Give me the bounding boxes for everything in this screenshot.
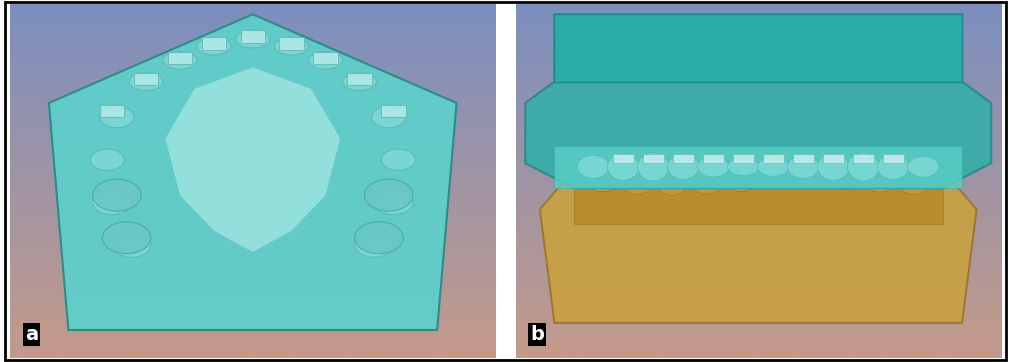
Ellipse shape <box>381 149 416 171</box>
Ellipse shape <box>163 51 197 69</box>
Ellipse shape <box>100 106 133 128</box>
Bar <box>672 154 694 163</box>
Bar <box>852 154 874 163</box>
Ellipse shape <box>690 168 724 194</box>
Ellipse shape <box>655 167 688 195</box>
Ellipse shape <box>757 157 789 176</box>
Ellipse shape <box>621 168 654 194</box>
Bar <box>762 154 784 163</box>
Bar <box>613 154 634 163</box>
Bar <box>381 105 405 117</box>
Ellipse shape <box>374 190 412 215</box>
Text: b: b <box>530 325 544 344</box>
Ellipse shape <box>364 179 412 211</box>
Ellipse shape <box>577 155 609 178</box>
Bar <box>643 154 664 163</box>
Ellipse shape <box>667 154 699 180</box>
Ellipse shape <box>372 106 405 128</box>
Ellipse shape <box>897 168 930 194</box>
Polygon shape <box>540 181 977 323</box>
Ellipse shape <box>908 156 939 177</box>
Ellipse shape <box>728 158 759 176</box>
Ellipse shape <box>93 190 131 215</box>
Bar <box>241 30 265 43</box>
Polygon shape <box>574 181 942 224</box>
Bar <box>168 51 192 64</box>
Ellipse shape <box>343 73 376 90</box>
Ellipse shape <box>129 73 163 90</box>
Polygon shape <box>166 67 340 252</box>
Ellipse shape <box>112 232 151 257</box>
Ellipse shape <box>102 222 151 254</box>
Ellipse shape <box>828 173 861 189</box>
Ellipse shape <box>586 171 620 191</box>
Bar <box>793 154 814 163</box>
Bar <box>348 73 372 85</box>
Bar <box>554 14 962 82</box>
Bar <box>133 73 158 85</box>
Ellipse shape <box>878 154 909 180</box>
Bar <box>313 51 338 64</box>
Ellipse shape <box>355 232 393 257</box>
Ellipse shape <box>638 153 669 181</box>
Ellipse shape <box>355 222 403 254</box>
Ellipse shape <box>698 156 729 177</box>
Bar <box>883 154 904 163</box>
Bar <box>703 154 724 163</box>
Ellipse shape <box>197 37 231 55</box>
Ellipse shape <box>758 173 793 189</box>
Ellipse shape <box>793 174 827 188</box>
Ellipse shape <box>724 171 758 191</box>
Bar <box>823 154 844 163</box>
Ellipse shape <box>788 155 819 178</box>
Bar <box>733 154 754 163</box>
Ellipse shape <box>862 170 896 192</box>
Polygon shape <box>554 146 962 188</box>
Bar <box>279 37 303 50</box>
Polygon shape <box>49 14 457 330</box>
Bar <box>202 37 226 50</box>
Polygon shape <box>526 14 991 188</box>
Ellipse shape <box>308 51 343 69</box>
Ellipse shape <box>818 153 849 180</box>
Ellipse shape <box>847 153 879 181</box>
Ellipse shape <box>275 37 308 55</box>
Text: a: a <box>24 325 37 344</box>
Bar <box>100 105 124 117</box>
Ellipse shape <box>236 30 270 48</box>
Ellipse shape <box>90 149 124 171</box>
Ellipse shape <box>93 179 142 211</box>
Ellipse shape <box>608 153 639 180</box>
